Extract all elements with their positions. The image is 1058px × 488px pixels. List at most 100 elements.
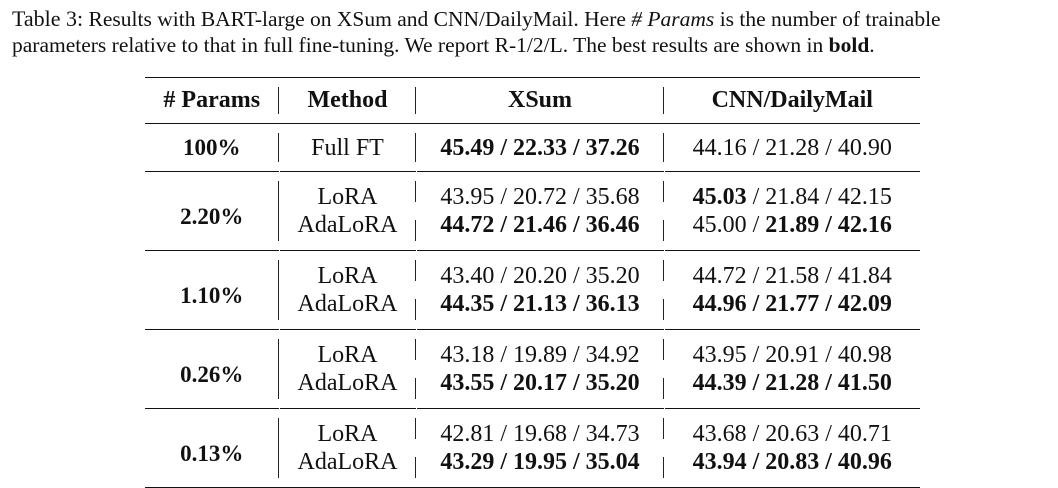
method-cell: AdaLoRA <box>279 448 416 488</box>
caption-text-3: parameters relative to that in full fine… <box>12 33 829 57</box>
method-cell: LoRA <box>279 329 416 369</box>
params-cell: 0.26% <box>145 329 279 409</box>
method-cell: LoRA <box>279 408 416 448</box>
score-value: 21.58 <box>765 263 820 289</box>
score-value: 42.09 <box>837 291 892 317</box>
score-value: 43.40 <box>440 263 495 289</box>
score-separator: / <box>567 370 586 396</box>
score-separator: / <box>746 449 766 475</box>
score-value: 20.20 <box>513 263 567 289</box>
score-value: 40.90 <box>837 134 892 161</box>
score-value: 21.77 <box>765 291 820 317</box>
score-value: 40.71 <box>837 421 892 447</box>
score-value: 20.91 <box>765 342 820 368</box>
score-separator: / <box>819 212 838 238</box>
score-separator: / <box>567 421 586 447</box>
score-value: 44.39 <box>692 370 747 396</box>
score-separator: / <box>746 184 766 210</box>
header-cnn: CNN/DailyMail <box>664 77 920 124</box>
score-separator: / <box>746 342 766 368</box>
score-separator: / <box>494 184 513 210</box>
params-cell: 2.20% <box>145 171 279 251</box>
header-xsum: XSum <box>416 77 664 124</box>
score-separator: / <box>819 291 838 317</box>
score-separator: / <box>819 342 838 368</box>
caption-italic-term: # Params <box>631 7 715 31</box>
score-value: 42.16 <box>837 212 892 238</box>
score-separator: / <box>746 370 766 396</box>
table-body: 100% Full FT 45.49 / 22.33 / 37.26 44.16 / … <box>145 123 920 488</box>
score-separator: / <box>819 421 838 447</box>
score-value: 43.55 <box>440 370 495 396</box>
score-value: 36.13 <box>585 291 640 317</box>
score-value: 21.89 <box>765 212 820 238</box>
score-value: 35.20 <box>585 263 640 289</box>
method-cell: Full FT <box>279 123 416 172</box>
score-separator: / <box>494 421 513 447</box>
score-separator: / <box>746 212 766 238</box>
score-value: 22.33 <box>513 134 567 161</box>
score-value: 20.72 <box>513 184 567 210</box>
xsum-cell: 45.49 / 22.33 / 37.26 <box>416 123 664 172</box>
score-value: 35.04 <box>585 449 640 475</box>
score-value: 43.95 <box>692 342 747 368</box>
score-separator: / <box>567 212 586 238</box>
score-value: 35.20 <box>585 370 640 396</box>
score-value: 40.98 <box>837 342 892 368</box>
table-row: 100% Full FT 45.49 / 22.33 / 37.26 44.16 / … <box>145 123 920 172</box>
cnn-cell: 45.03 / 21.84 / 42.15 <box>664 171 920 211</box>
score-separator: / <box>494 370 513 396</box>
score-value: 21.28 <box>765 370 820 396</box>
xsum-cell: 44.35 / 21.13 / 36.13 <box>416 290 664 330</box>
score-value: 41.50 <box>837 370 892 396</box>
score-value: 21.84 <box>765 184 820 210</box>
table-row: AdaLoRA 44.72 / 21.46 / 36.46 45.00 / 21.8… <box>145 211 920 251</box>
score-value: 45.03 <box>692 184 747 210</box>
header-method: Method <box>279 77 416 124</box>
score-separator: / <box>567 291 586 317</box>
method-cell: AdaLoRA <box>279 211 416 251</box>
xsum-cell: 44.72 / 21.46 / 36.46 <box>416 211 664 251</box>
score-value: 44.96 <box>692 291 747 317</box>
score-value: 19.95 <box>513 449 567 475</box>
caption-line-1: Table 3: Results with BART-large on XSum… <box>12 6 1052 32</box>
score-separator: / <box>746 291 766 317</box>
cnn-cell: 44.72 / 21.58 / 41.84 <box>664 250 920 290</box>
score-separator: / <box>494 212 513 238</box>
cnn-cell: 43.94 / 20.83 / 40.96 <box>664 448 920 488</box>
score-value: 34.92 <box>585 342 640 368</box>
score-separator: / <box>494 449 513 475</box>
params-cell: 100% <box>145 123 279 172</box>
method-cell: AdaLoRA <box>279 369 416 409</box>
cnn-cell: 44.16 / 21.28 / 40.90 <box>664 123 920 172</box>
score-separator: / <box>746 421 766 447</box>
cnn-cell: 43.68 / 20.63 / 40.71 <box>664 408 920 448</box>
table-row: AdaLoRA 43.55 / 20.17 / 35.20 44.39 / 21.2… <box>145 369 920 409</box>
header-params: # Params <box>145 77 279 124</box>
method-cell: LoRA <box>279 171 416 211</box>
score-value: 43.95 <box>440 184 495 210</box>
method-cell: AdaLoRA <box>279 290 416 330</box>
score-separator: / <box>494 263 513 289</box>
header-row: # Params Method XSum CNN/DailyMail <box>145 77 920 124</box>
cnn-cell: 44.39 / 21.28 / 41.50 <box>664 369 920 409</box>
score-separator: / <box>819 263 838 289</box>
score-separator: / <box>494 134 513 161</box>
score-separator: / <box>567 449 586 475</box>
caption-text-2: is the number of trainable <box>714 7 941 31</box>
table-row: 0.13% LoRA 42.81 / 19.68 / 34.73 43.68 / 20… <box>145 408 920 488</box>
table-row: 0.26% LoRA 43.18 / 19.89 / 34.92 43.95 / 20… <box>145 329 920 409</box>
score-separator: / <box>819 370 838 396</box>
score-value: 42.81 <box>440 421 495 447</box>
method-cell: LoRA <box>279 250 416 290</box>
score-value: 21.13 <box>513 291 567 317</box>
score-separator: / <box>746 134 766 161</box>
score-separator: / <box>819 449 838 475</box>
xsum-cell: 43.95 / 20.72 / 35.68 <box>416 171 664 211</box>
score-separator: / <box>567 184 586 210</box>
score-value: 45.00 <box>692 212 747 238</box>
xsum-cell: 43.29 / 19.95 / 35.04 <box>416 448 664 488</box>
xsum-cell: 43.40 / 20.20 / 35.20 <box>416 250 664 290</box>
table-row: 2.20% LoRA 43.95 / 20.72 / 35.68 45.03 / 21… <box>145 171 920 251</box>
score-value: 20.17 <box>513 370 567 396</box>
